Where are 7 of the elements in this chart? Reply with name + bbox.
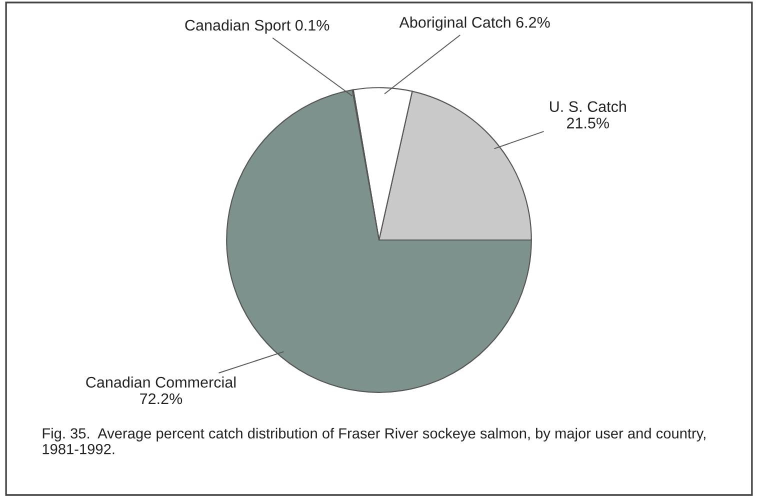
slice-label: Canadian Sport 0.1%	[185, 19, 330, 34]
slice-label: Canadian Commercial	[86, 376, 236, 388]
caption: Fig. 35. Average percent catch distribution of Fraser River sockeye salmon, by major user and country, 1981-1992.	[42, 428, 706, 454]
slice-label: U. S. Catch	[550, 100, 626, 112]
data-label: 72.2%	[140, 393, 182, 404]
slice-label: Aboriginal Catch 6.2%	[399, 16, 550, 31]
data-label: 21.5%	[567, 118, 610, 128]
